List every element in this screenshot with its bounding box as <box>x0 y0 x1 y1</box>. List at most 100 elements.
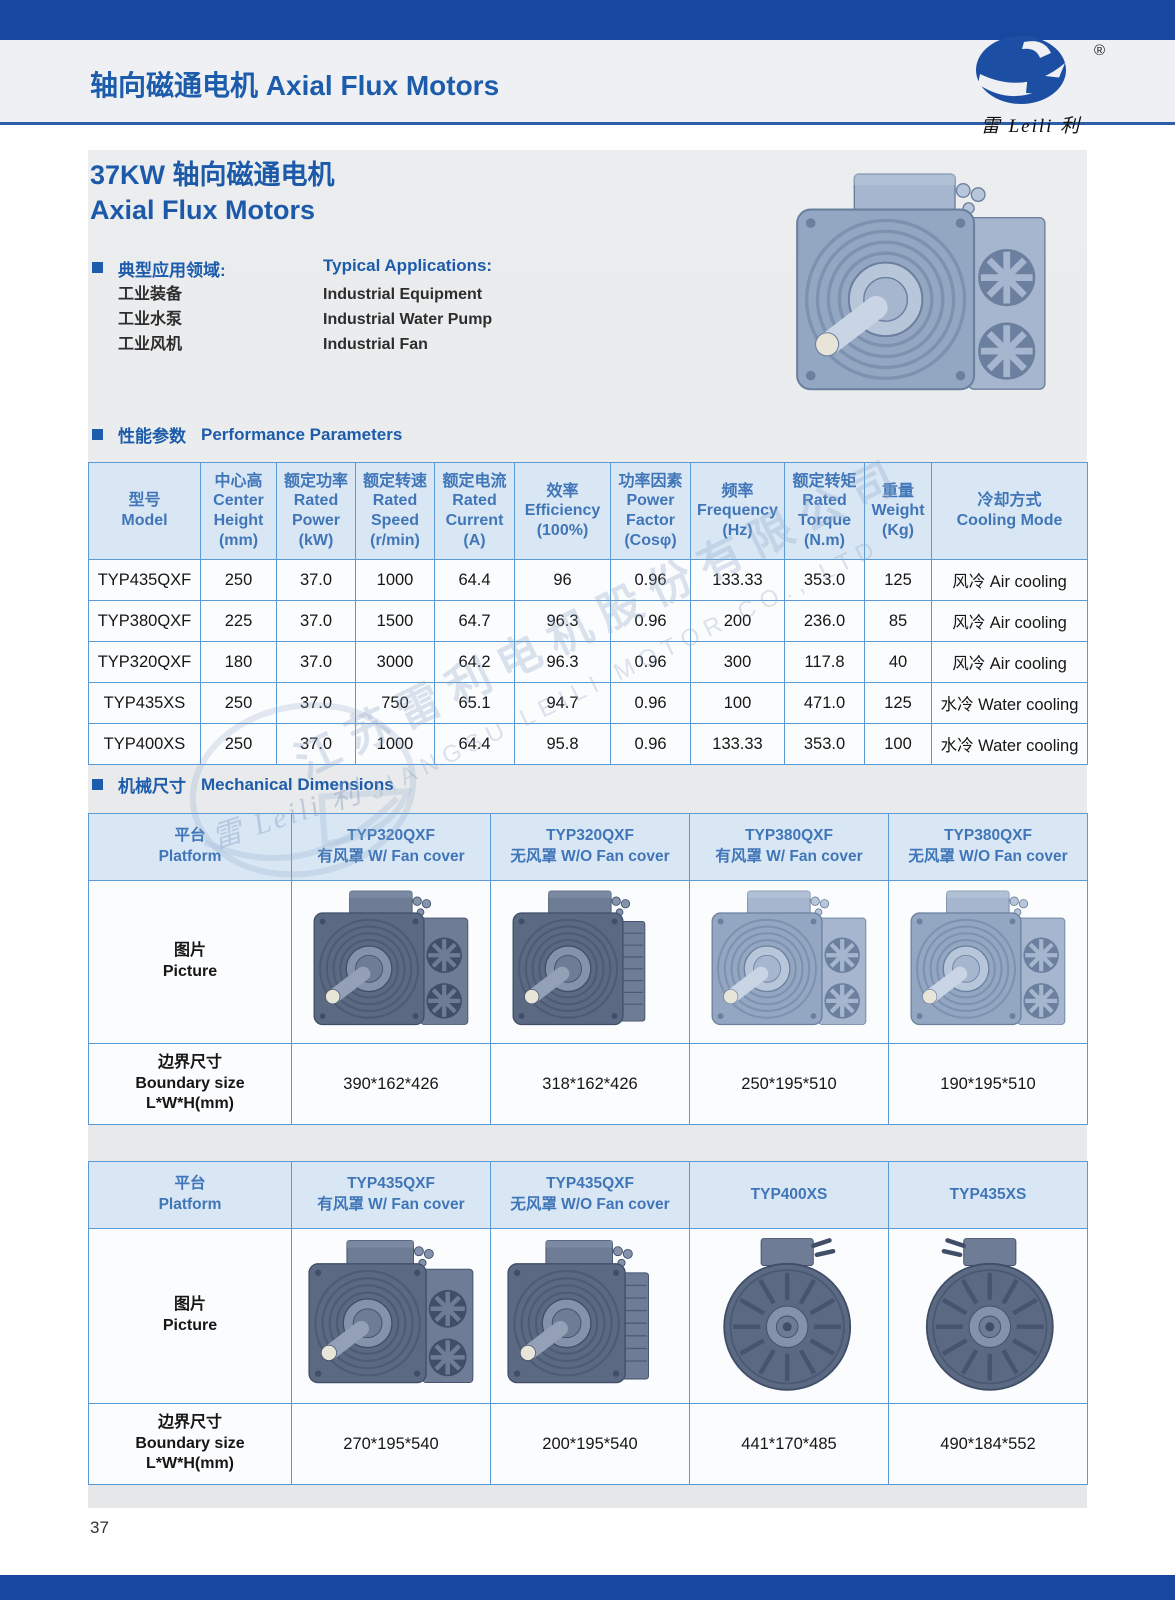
table-row: TYP435XS 250 37.0 750 65.1 94.7 0.96 100… <box>88 682 1088 724</box>
cell-cooling: 水冷 Water cooling <box>931 682 1088 724</box>
applications-list-zh: 工业装备 工业水泵 工业风机 <box>118 286 183 353</box>
table-row: TYP435QXF 250 37.0 1000 64.4 96 0.96 133… <box>88 559 1088 601</box>
motor-picture-typ380qxf-fan <box>689 880 889 1044</box>
boundary-row: 边界尺寸 Boundary size L*W*H(mm) 270*195*540… <box>88 1403 1088 1485</box>
table-row: TYP380QXF 225 37.0 1500 64.7 96.3 0.96 2… <box>88 600 1088 642</box>
bottom-blue-bar <box>0 1575 1175 1600</box>
picture-row: 图片 Picture <box>88 880 1088 1044</box>
mech2-col-2: TYP435QXF 无风罩 W/O Fan cover <box>490 1161 690 1229</box>
picture-row: 图片 Picture <box>88 1228 1088 1404</box>
page-title: 轴向磁通电机 Axial Flux Motors <box>90 70 500 101</box>
mech1-col-1: TYP320QXF 有风罩 W/ Fan cover <box>291 813 491 881</box>
mechanical-heading: 机械尺寸 Mechanical Dimensions <box>92 772 394 797</box>
boundary-value: 490*184*552 <box>888 1403 1088 1485</box>
cell: 471.0 <box>784 682 865 724</box>
cell: 133.33 <box>690 559 785 601</box>
cell: 94.7 <box>514 682 611 724</box>
mech2-col-3: TYP400XS <box>689 1161 889 1229</box>
motor-picture-typ435qxf-plain <box>490 1228 690 1404</box>
cell: 250 <box>200 559 277 601</box>
mechanical-table-2: 平台 Platform TYP435QXF 有风罩 W/ Fan cover T… <box>88 1161 1088 1485</box>
col-efficiency: 效率 Efficiency (100%) <box>514 462 611 560</box>
cell: 37.0 <box>276 600 356 642</box>
cell: 353.0 <box>784 723 865 765</box>
cell: 0.96 <box>610 641 691 683</box>
motor-picture-typ380qxf-plain <box>888 880 1088 1044</box>
bullet-square <box>92 262 103 273</box>
cell: 236.0 <box>784 600 865 642</box>
motor-picture-typ400xs <box>689 1228 889 1404</box>
mech1-header-row: 平台 Platform TYP320QXF 有风罩 W/ Fan cover T… <box>88 813 1088 881</box>
cell: 0.96 <box>610 682 691 724</box>
mech1-col-4: TYP380QXF 无风罩 W/O Fan cover <box>888 813 1088 881</box>
boundary-value: 441*170*485 <box>689 1403 889 1485</box>
page-header: 轴向磁通电机 Axial Flux Motors ® 雷 Leili 利 <box>0 40 1175 137</box>
page-number: 37 <box>90 1518 109 1537</box>
cell: 117.8 <box>784 641 865 683</box>
cell: 1000 <box>355 723 435 765</box>
mech2-col-4: TYP435XS <box>888 1161 1088 1229</box>
boundary-row: 边界尺寸 Boundary size L*W*H(mm) 390*162*426… <box>88 1043 1088 1125</box>
cell: 3000 <box>355 641 435 683</box>
performance-heading-en: Performance Parameters <box>201 424 403 444</box>
boundary-value: 318*162*426 <box>490 1043 690 1125</box>
applications-list-en: Industrial Equipment Industrial Water Pu… <box>323 286 493 353</box>
cell-model: TYP435XS <box>88 682 201 724</box>
cell: 65.1 <box>434 682 515 724</box>
table-row: TYP400XS 250 37.0 1000 64.4 95.8 0.96 13… <box>88 723 1088 765</box>
cell: 37.0 <box>276 641 356 683</box>
mech1-col-2: TYP320QXF 无风罩 W/O Fan cover <box>490 813 690 881</box>
cell: 250 <box>200 723 277 765</box>
motor-picture-typ435qxf-fan <box>291 1228 491 1404</box>
col-model: 型号 Model <box>88 462 201 560</box>
boundary-value: 190*195*510 <box>888 1043 1088 1125</box>
cell-cooling: 水冷 Water cooling <box>931 723 1088 765</box>
boundary-value: 390*162*426 <box>291 1043 491 1125</box>
col-cooling-mode: 冷却方式 Cooling Mode <box>931 462 1088 560</box>
cell: 300 <box>690 641 785 683</box>
col-weight: 重量 Weight (Kg) <box>864 462 932 560</box>
cell: 0.96 <box>610 600 691 642</box>
performance-heading: 性能参数 Performance Parameters <box>92 422 402 447</box>
col-rated-speed: 额定转速 Rated Speed (r/min) <box>355 462 435 560</box>
cell: 37.0 <box>276 682 356 724</box>
boundary-label: 边界尺寸 Boundary size L*W*H(mm) <box>88 1043 292 1125</box>
cell: 750 <box>355 682 435 724</box>
table-row: TYP320QXF 180 37.0 3000 64.2 96.3 0.96 3… <box>88 641 1088 683</box>
boundary-value: 200*195*540 <box>490 1403 690 1485</box>
mechanical-table-1: 平台 Platform TYP320QXF 有风罩 W/ Fan cover T… <box>88 813 1088 1125</box>
motor-picture-typ320qxf-plain <box>490 880 690 1044</box>
performance-heading-zh: 性能参数 <box>118 427 186 446</box>
cell-model: TYP320QXF <box>88 641 201 683</box>
logo-text: 雷 Leili 利 <box>980 116 1082 137</box>
mechanical-heading-en: Mechanical Dimensions <box>201 774 394 794</box>
mech2-col-1: TYP435QXF 有风罩 W/ Fan cover <box>291 1161 491 1229</box>
registered-trademark-icon: ® <box>1093 42 1105 59</box>
cell-model: TYP435QXF <box>88 559 201 601</box>
cell: 1000 <box>355 559 435 601</box>
cell: 96 <box>514 559 611 601</box>
hero-motor-image <box>778 166 1064 411</box>
cell: 64.7 <box>434 600 515 642</box>
cell: 37.0 <box>276 723 356 765</box>
cell-cooling: 风冷 Air cooling <box>931 600 1088 642</box>
cell: 125 <box>864 682 932 724</box>
applications-heading-zh: 典型应用领域: <box>118 261 226 280</box>
cell: 133.33 <box>690 723 785 765</box>
cell-cooling: 风冷 Air cooling <box>931 641 1088 683</box>
cell: 180 <box>200 641 277 683</box>
col-frequency: 频率 Frequency (Hz) <box>690 462 785 560</box>
cell: 40 <box>864 641 932 683</box>
cell: 64.4 <box>434 723 515 765</box>
cell: 95.8 <box>514 723 611 765</box>
bullet-square <box>92 779 103 790</box>
content-panel: 37KW 轴向磁通电机 Axial Flux Motors 典型应用领域: 工业… <box>88 150 1088 1508</box>
platform-label: 平台 Platform <box>88 813 292 881</box>
col-rated-torque: 额定转矩 Rated Torque (N.m) <box>784 462 865 560</box>
cell: 64.2 <box>434 641 515 683</box>
cell-cooling: 风冷 Air cooling <box>931 559 1088 601</box>
section-title-zh: 37KW 轴向磁通电机 <box>90 160 335 190</box>
cell: 85 <box>864 600 932 642</box>
picture-label: 图片 Picture <box>88 880 292 1044</box>
performance-header-row: 型号 Model 中心高 Center Height (mm) 额定功率 Rat… <box>88 462 1088 560</box>
